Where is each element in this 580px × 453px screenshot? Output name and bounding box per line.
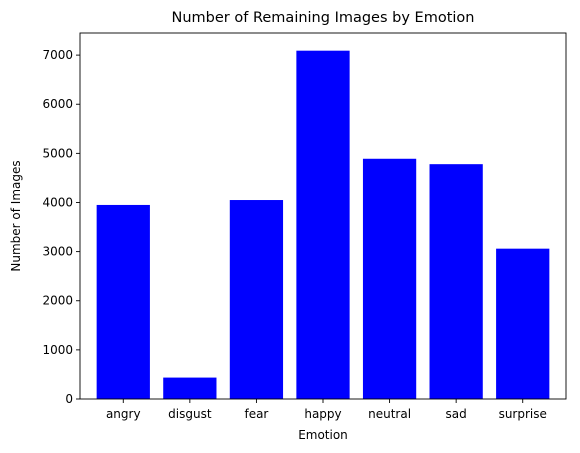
bar-sad [429,164,483,399]
bar-surprise [496,248,550,399]
y-tick-label: 1000 [42,343,73,357]
y-axis-label: Number of Images [9,160,23,271]
y-axis-ticks: 0 1000 2000 3000 4000 5000 6000 7000 [42,48,80,406]
y-tick-label: 0 [65,392,73,406]
bars-group [96,50,550,399]
bar-fear [229,200,284,399]
y-tick-label: 4000 [42,195,73,209]
x-tick-label: sad [446,407,467,421]
y-tick-label: 6000 [42,97,73,111]
x-tick-label: disgust [168,407,212,421]
chart-title: Number of Remaining Images by Emotion [172,10,475,26]
bar-angry [96,204,150,399]
bar-happy [296,50,350,399]
x-tick-label: happy [304,407,341,421]
y-tick-label: 2000 [42,294,73,308]
x-tick-label: fear [244,407,268,421]
x-tick-label: surprise [499,407,547,421]
y-tick-label: 3000 [42,245,73,259]
y-tick-label: 5000 [42,146,73,160]
plot-frame [79,32,567,400]
x-axis-label: Emotion [298,428,348,442]
x-tick-label: angry [106,407,141,421]
bar-disgust [163,377,217,399]
x-tick-label: neutral [368,407,411,421]
x-axis-ticks: angry disgust fear happy neutral sad surprise [106,399,547,421]
bar-neutral [362,158,417,399]
y-tick-label: 7000 [42,48,73,62]
